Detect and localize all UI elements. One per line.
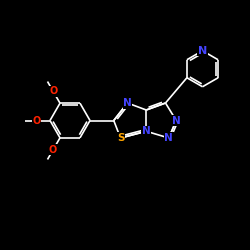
Text: O: O xyxy=(49,145,57,155)
Text: N: N xyxy=(164,133,173,143)
Text: N: N xyxy=(123,98,132,108)
Text: S: S xyxy=(117,133,124,143)
Text: O: O xyxy=(49,86,57,96)
Text: N: N xyxy=(198,46,207,56)
Text: N: N xyxy=(172,116,180,126)
Text: N: N xyxy=(142,126,150,136)
Text: O: O xyxy=(32,116,40,126)
